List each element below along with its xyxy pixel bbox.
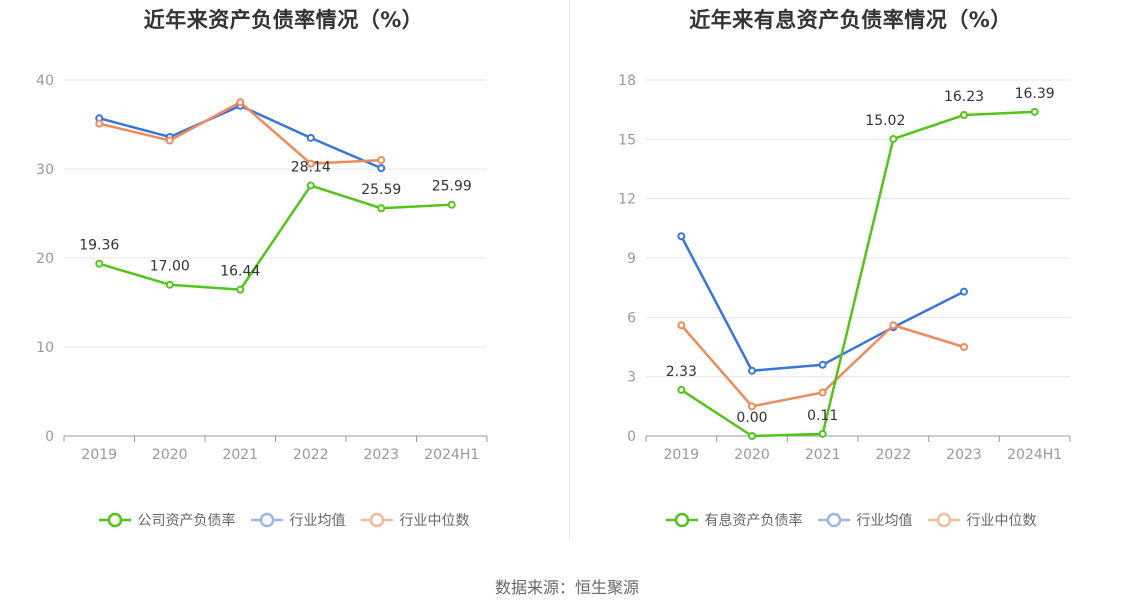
- legend-item-series-1[interactable]: 有息资产负债率: [665, 510, 803, 530]
- data-label: 16.23: [944, 89, 984, 105]
- x-tick-label: 2020: [152, 447, 188, 463]
- data-point: [677, 321, 686, 330]
- series-line-2: [680, 235, 965, 372]
- data-point: [306, 159, 315, 168]
- data-point: [960, 287, 968, 296]
- x-tick-label: 2021: [222, 447, 258, 463]
- y-tick-label: 12: [618, 192, 636, 208]
- legend-label: 行业中位数: [399, 513, 470, 529]
- legend-label: 公司资产负债率: [137, 513, 236, 529]
- chart-title: 近年来有息资产负债率情况（%）: [689, 8, 1012, 32]
- legend-marker-icon: [927, 512, 960, 528]
- x-tick-label: 2021: [805, 447, 841, 463]
- data-point: [165, 136, 174, 145]
- x-tick-label: 2019: [81, 447, 117, 463]
- x-tick-label: 2024H1: [1007, 447, 1062, 463]
- x-tick-label: 2023: [363, 447, 399, 463]
- data-point: [306, 133, 315, 142]
- data-point: [818, 429, 827, 438]
- x-tick-label: 2020: [734, 447, 770, 463]
- legend-item-series-2[interactable]: 行业均值: [817, 510, 913, 530]
- data-point: [677, 385, 686, 394]
- legend-label: 行业均值: [289, 513, 346, 529]
- legend-marker-icon: [98, 512, 131, 528]
- panel-divider: [569, 0, 570, 540]
- data-point: [889, 134, 898, 143]
- series-line-1: [680, 110, 1035, 438]
- data-point: [677, 232, 686, 241]
- legend-item-series-3[interactable]: 行业中位数: [927, 510, 1037, 530]
- legend-marker-icon: [817, 512, 850, 528]
- data-label: 0.00: [736, 410, 767, 426]
- series-line-2: [98, 104, 382, 170]
- data-point: [236, 285, 245, 294]
- data-point: [818, 360, 827, 369]
- data-label: 25.59: [361, 182, 401, 198]
- data-point: [95, 259, 104, 268]
- data-label: 28.14: [291, 160, 331, 176]
- data-point: [748, 432, 756, 440]
- data-point: [748, 402, 756, 411]
- x-tick-label: 2024H1: [424, 447, 479, 463]
- legend-label: 行业中位数: [966, 513, 1037, 529]
- x-tick-label: 2022: [876, 447, 912, 463]
- chart-title: 近年来资产负债率情况（%）: [143, 8, 424, 32]
- y-tick-label: 6: [627, 310, 636, 326]
- legend-label: 行业均值: [856, 513, 913, 529]
- y-tick-label: 40: [36, 73, 54, 89]
- y-tick-label: 20: [36, 251, 54, 267]
- data-point: [447, 200, 456, 209]
- y-tick-label: 0: [627, 429, 636, 445]
- chart-legend: 有息资产负债率 行业均值 行业中位数: [567, 510, 1134, 530]
- legend-item-series-2[interactable]: 行业均值: [250, 510, 346, 530]
- y-tick-label: 3: [627, 370, 636, 386]
- x-tick-label: 2022: [293, 447, 329, 463]
- legend-item-series-3[interactable]: 行业中位数: [360, 510, 470, 530]
- series-line-1: [98, 184, 452, 291]
- data-point: [889, 321, 898, 330]
- line-chart: 0 10 20 30 40 2019 2020 2021 2022 2023 2024H1 19.36…: [36, 73, 488, 463]
- y-tick-label: 18: [618, 73, 636, 89]
- data-point: [377, 204, 386, 213]
- data-label: 0.11: [807, 408, 838, 424]
- legend-marker-icon: [250, 512, 283, 528]
- data-label: 16.44: [220, 264, 260, 280]
- data-source-note: 数据来源：恒生聚源: [494, 578, 639, 597]
- data-point: [960, 343, 968, 351]
- line-chart: 0 3 6 9 12 15 18 2019 2020 2021 2022 2023 2024H1 2.33…: [618, 73, 1071, 463]
- data-point: [165, 280, 174, 289]
- legend-item-series-1[interactable]: 公司资产负债率: [98, 510, 236, 530]
- y-tick-label: 0: [45, 429, 54, 445]
- data-point: [236, 98, 245, 107]
- data-label: 19.36: [79, 238, 119, 254]
- y-tick-label: 30: [36, 162, 54, 178]
- data-label: 17.00: [150, 259, 190, 275]
- data-label: 15.02: [865, 113, 905, 129]
- data-point: [95, 119, 104, 128]
- legend-marker-icon: [665, 512, 698, 528]
- chart-panel-left: 近年来资产负债率情况（%） 0 10 20 30 40 2019 2020 2021 2022 2…: [0, 0, 567, 560]
- data-label: 25.99: [432, 179, 472, 195]
- data-point: [1030, 107, 1039, 116]
- data-point: [306, 181, 315, 190]
- x-tick-label: 2019: [664, 447, 700, 463]
- data-label: 2.33: [666, 364, 697, 380]
- data-label: 16.39: [1015, 86, 1055, 102]
- data-point: [377, 164, 386, 173]
- data-point: [748, 366, 756, 375]
- data-point: [818, 388, 827, 397]
- x-tick-label: 2023: [946, 447, 982, 463]
- legend-marker-icon: [360, 512, 393, 528]
- data-point: [377, 156, 386, 165]
- y-tick-label: 10: [36, 340, 54, 356]
- y-tick-label: 9: [627, 251, 636, 267]
- data-point: [960, 111, 968, 120]
- y-tick-label: 15: [618, 132, 636, 148]
- legend-label: 有息资产负债率: [704, 513, 803, 529]
- series-line-3: [98, 101, 382, 165]
- chart-panel-right: 近年来有息资产负债率情况（%） 0 3 6 9 12 15 18 2019 2020 2021 20…: [567, 0, 1134, 560]
- chart-legend: 公司资产负债率 行业均值 行业中位数: [0, 510, 567, 530]
